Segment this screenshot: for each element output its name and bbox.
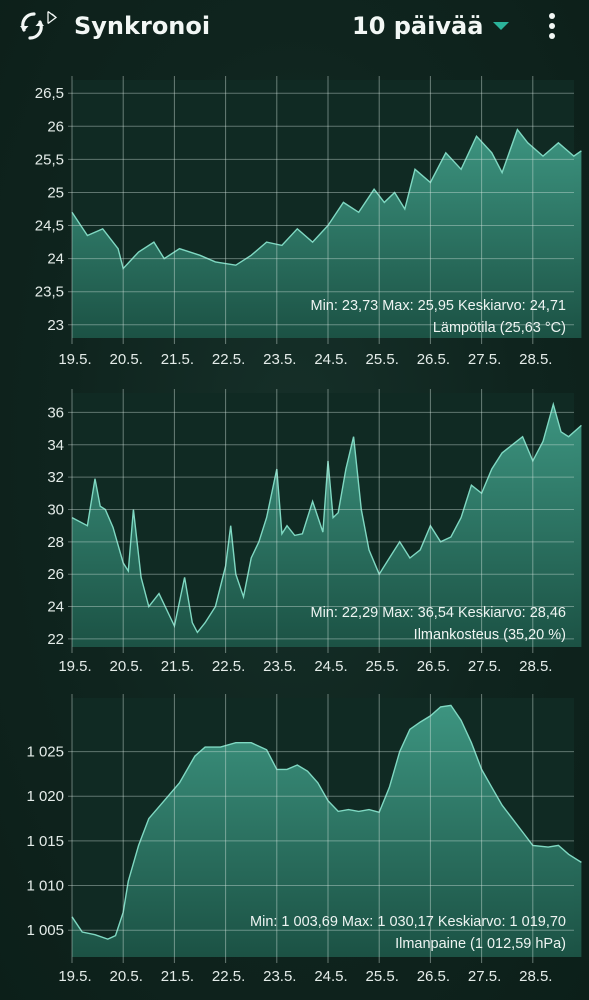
caret-down-icon [493,22,510,30]
y-tick-label: 1 005 [26,922,64,939]
y-tick-label: 24 [47,251,64,268]
series-line [71,704,582,940]
y-tick-label: 34 [47,437,64,454]
x-tick-label: 21.5. [161,658,194,675]
x-tick-label: 25.5. [366,351,399,368]
y-tick-label: 23,5 [35,284,64,301]
x-tick-label: 19.5. [58,658,91,675]
temperature-chart[interactable]: 19.5. 20.5. 21.5. 22.5. 23.5. 24.5. 25.5. 26.5.… [0,70,589,380]
x-tick-label: 26.5. [417,351,450,368]
y-tick-label: 28 [47,534,64,551]
x-tick-label: 22.5. [212,351,245,368]
x-tick-label: 22.5. [212,968,245,985]
x-tick-label: 22.5. [212,658,245,675]
menu-dot [549,33,555,39]
x-tick-label: 25.5. [366,968,399,985]
y-tick-label: 1 010 [26,878,64,895]
stats-text: Min: 22,29 Max: 36,54 Keskiarvo: 28,46 [310,605,566,621]
stats-text: Min: 1 003,69 Max: 1 030,17 Keskiarvo: 1… [250,914,566,930]
x-tick-label: 27.5. [468,658,501,675]
x-tick-label: 25.5. [366,658,399,675]
top-app-bar: Synkronoi 10 päivää [0,0,589,54]
range-dropdown[interactable]: 10 päivää [352,10,510,42]
x-tick-label: 23.5. [263,968,296,985]
x-tick-label: 26.5. [417,968,450,985]
x-tick-label: 24.5. [314,658,347,675]
y-tick-label: 30 [47,501,64,518]
x-tick-label: 28.5. [519,968,552,985]
y-tick-label: 22 [47,631,64,648]
x-tick-label: 20.5. [110,658,143,675]
pressure-chart[interactable]: 19.5. 20.5. 21.5. 22.5. 23.5. 24.5. 25.5. 26.5.… [0,690,589,995]
series-line [71,401,582,634]
temperature-chart-svg: 19.5. 20.5. 21.5. 22.5. 23.5. 24.5. 25.5. 26.5.… [35,76,582,368]
humidity-chart-svg: 19.5. 20.5. 21.5. 22.5. 23.5. 24.5. 25.5. 26.5.… [47,389,582,675]
y-tick-label: 25 [47,184,64,201]
stats-text: Min: 23,73 Max: 25,95 Keskiarvo: 24,71 [310,298,566,314]
series-line [71,128,582,270]
series-area [72,705,582,957]
x-tick-label: 27.5. [468,968,501,985]
pressure-chart-svg: 19.5. 20.5. 21.5. 22.5. 23.5. 24.5. 25.5. 26.5.… [26,694,582,985]
y-tick-label: 26,5 [35,85,64,102]
series-area [72,129,582,338]
range-label: 10 päivää [352,12,484,40]
menu-dot [549,23,555,29]
y-tick-label: 1 015 [26,833,64,850]
sync-title[interactable]: Synkronoi [74,12,211,40]
y-tick-label: 26 [47,118,64,135]
y-tick-label: 32 [47,469,64,486]
x-tick-label: 23.5. [263,658,296,675]
x-tick-label: 19.5. [58,968,91,985]
y-tick-label: 36 [47,404,64,421]
y-tick-label: 24,5 [35,218,64,235]
sync-bluetooth-icon [20,10,58,40]
x-tick-label: 23.5. [263,351,296,368]
x-tick-label: 26.5. [417,658,450,675]
y-tick-label: 25,5 [35,151,64,168]
y-tick-label: 1 025 [26,744,64,761]
sync-button[interactable] [18,8,62,44]
y-tick-label: 26 [47,566,64,583]
x-tick-label: 20.5. [110,351,143,368]
x-tick-label: 21.5. [161,968,194,985]
x-tick-label: 28.5. [519,658,552,675]
x-tick-label: 21.5. [161,351,194,368]
x-tick-label: 24.5. [314,351,347,368]
x-tick-label: 19.5. [58,351,91,368]
x-tick-label: 24.5. [314,968,347,985]
series-area [72,404,582,647]
more-vert-icon[interactable] [538,10,566,42]
chart-label: Lämpötila (25,63 °C) [433,320,566,336]
chart-label: Ilmanpaine (1 012,59 hPa) [395,936,566,952]
x-tick-label: 28.5. [519,351,552,368]
x-tick-label: 20.5. [110,968,143,985]
x-tick-label: 27.5. [468,351,501,368]
y-tick-label: 23 [47,317,64,334]
humidity-chart[interactable]: 19.5. 20.5. 21.5. 22.5. 23.5. 24.5. 25.5. 26.5.… [0,385,589,685]
chart-label: Ilmankosteus (35,20 %) [414,627,566,643]
y-tick-label: 1 020 [26,788,64,805]
y-tick-label: 24 [47,599,64,616]
menu-dot [549,13,555,19]
